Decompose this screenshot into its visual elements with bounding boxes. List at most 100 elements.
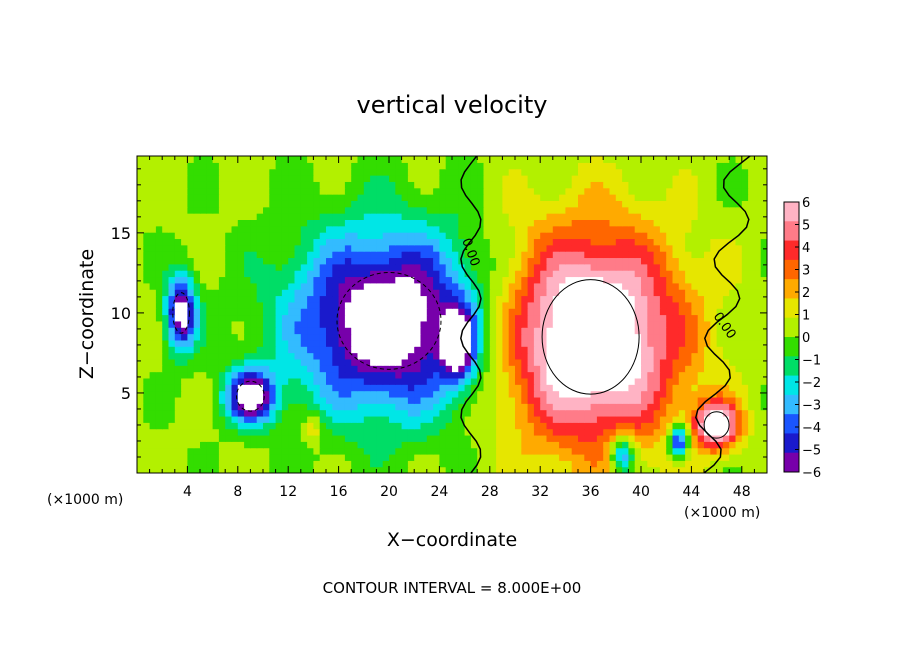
field-cell [634, 466, 642, 473]
field-cell [584, 263, 592, 271]
field-cell [489, 295, 497, 303]
field-cell [288, 384, 296, 392]
field-cell [729, 409, 737, 417]
field-cell [313, 371, 321, 379]
field-cell [395, 175, 403, 182]
field-cell [533, 447, 541, 455]
field-cell [552, 339, 560, 347]
field-cell [477, 244, 485, 252]
field-cell [256, 327, 264, 335]
field-cell [351, 358, 359, 366]
field-cell [704, 251, 711, 259]
field-cell [678, 415, 686, 423]
field-cell [678, 187, 686, 195]
field-cell [319, 295, 327, 303]
field-cell [294, 232, 302, 240]
field-cell [685, 434, 692, 442]
field-cell [389, 320, 396, 328]
field-cell [735, 257, 743, 265]
field-cell [546, 194, 554, 201]
field-cell [439, 320, 447, 328]
field-cell [685, 301, 692, 309]
field-cell [269, 327, 277, 335]
field-cell [691, 156, 699, 163]
field-cell [206, 466, 214, 473]
field-cell [137, 371, 144, 379]
field-cell [533, 219, 541, 227]
field-cell [382, 384, 390, 392]
field-cell [357, 365, 365, 373]
field-cell [300, 295, 308, 303]
field-cell [326, 314, 333, 322]
field-cell [527, 346, 535, 354]
field-cell [578, 422, 585, 430]
field-cell [634, 447, 642, 455]
field-cell [376, 409, 384, 417]
field-cell [389, 181, 396, 189]
field-cell [615, 263, 623, 271]
field-cell [722, 403, 730, 411]
field-cell [382, 194, 390, 201]
field-cell [357, 238, 365, 246]
field-cell [527, 365, 535, 373]
field-cell [464, 301, 472, 309]
field-cell [578, 434, 585, 442]
field-cell [464, 181, 472, 189]
field-cell [275, 403, 283, 411]
field-cell [559, 200, 566, 208]
field-cell [225, 276, 233, 284]
field-cell [672, 200, 680, 208]
field-cell [244, 162, 251, 170]
field-cell [414, 270, 422, 278]
field-cell [496, 213, 503, 220]
field-cell [155, 270, 163, 278]
field-cell [433, 244, 440, 252]
field-cell [634, 403, 642, 411]
field-cell [445, 251, 453, 259]
field-cell [477, 308, 485, 316]
field-cell [546, 428, 554, 436]
field-cell [678, 213, 686, 220]
field-cell [225, 422, 233, 430]
field-cell [149, 403, 157, 411]
field-cell [344, 358, 352, 366]
field-cell [332, 422, 340, 430]
field-cell [433, 232, 440, 240]
field-cell [521, 276, 529, 284]
field-cell [143, 257, 151, 265]
field-cell [678, 175, 686, 182]
field-cell [628, 403, 636, 411]
field-cell [571, 390, 579, 398]
field-cell [678, 339, 686, 347]
field-cell [628, 244, 636, 252]
field-cell [634, 377, 642, 385]
field-cell [634, 175, 642, 182]
field-cell [193, 276, 201, 284]
field-cell [433, 352, 440, 360]
field-cell [401, 270, 409, 278]
field-cell [508, 282, 516, 290]
field-cell [143, 289, 151, 297]
field-cell [647, 244, 655, 252]
field-cell [439, 213, 447, 220]
field-cell [691, 434, 699, 442]
field-cell [452, 390, 459, 398]
field-cell [678, 403, 686, 411]
field-cell [401, 200, 409, 208]
field-cell [275, 447, 283, 455]
field-cell [187, 263, 195, 271]
field-cell [502, 396, 510, 404]
field-cell [489, 289, 497, 297]
field-cell [565, 365, 573, 373]
field-cell [691, 263, 699, 271]
field-cell [559, 327, 566, 335]
field-cell [401, 263, 409, 271]
field-cell [653, 460, 661, 468]
field-cell [672, 295, 680, 303]
field-cell [206, 453, 214, 461]
field-cell [288, 428, 296, 436]
field-cell [389, 232, 396, 240]
field-cell [741, 327, 749, 335]
field-cell [590, 333, 598, 341]
field-cell [414, 289, 422, 297]
